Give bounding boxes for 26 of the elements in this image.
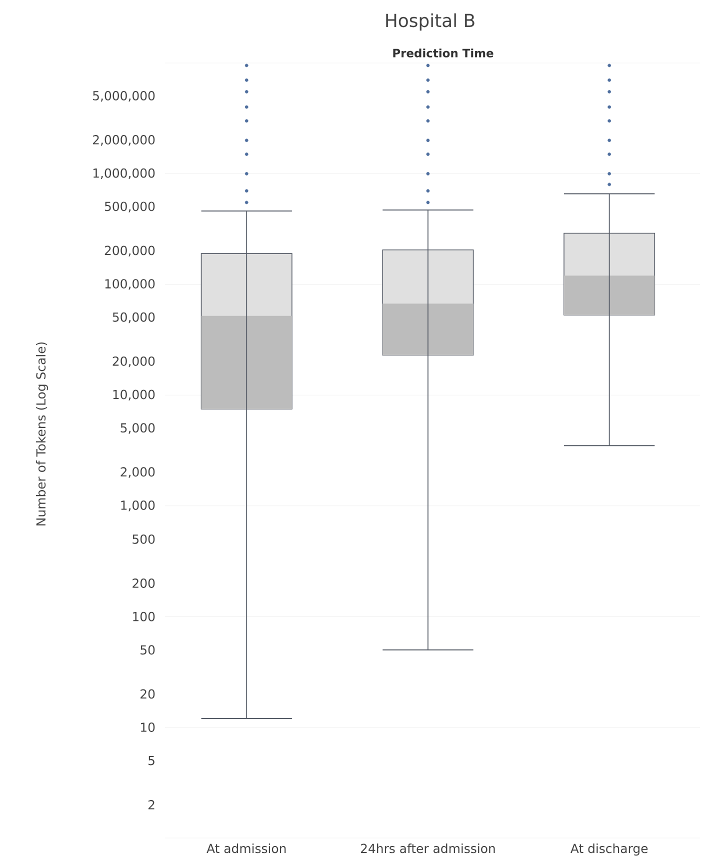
y-tick-label: 5,000 <box>120 423 155 434</box>
x-tick-label: 24hrs after admission <box>360 844 495 854</box>
y-tick-label: 5,000,000 <box>93 90 155 102</box>
x-tick-label: At admission <box>206 844 286 854</box>
y-tick-label: 2,000,000 <box>93 135 155 146</box>
y-tick-label: 1,000 <box>121 500 155 512</box>
y-tick-label: 10,000 <box>113 390 155 400</box>
y-tick-label: 500 <box>132 534 155 544</box>
y-tick-label: 200 <box>132 578 155 588</box>
chart-title: Hospital B <box>386 13 474 31</box>
y-tick-label: 50,000 <box>112 312 155 324</box>
y-tick-label: 100 <box>133 612 155 622</box>
y-tick-label: 200,000 <box>104 246 155 256</box>
y-tick-label: 100,000 <box>105 279 155 290</box>
chart-subtitle: Prediction Time <box>393 48 494 58</box>
y-tick-label: 2 <box>148 800 154 810</box>
y-tick-label: 1,000,000 <box>93 168 155 180</box>
y-axis-title: Number of Tokens (Log Scale) <box>36 342 48 526</box>
y-tick-label: 10 <box>141 722 155 732</box>
y-tick-label: 500,000 <box>104 202 155 212</box>
y-tick-label: 5 <box>148 756 154 766</box>
y-tick-label: 20 <box>140 689 155 699</box>
y-tick-label: 20,000 <box>112 356 155 368</box>
y-tick-label: 50 <box>140 645 155 655</box>
y-tick-label: 2,000 <box>120 467 155 478</box>
x-tick-label: At discharge <box>570 844 648 856</box>
